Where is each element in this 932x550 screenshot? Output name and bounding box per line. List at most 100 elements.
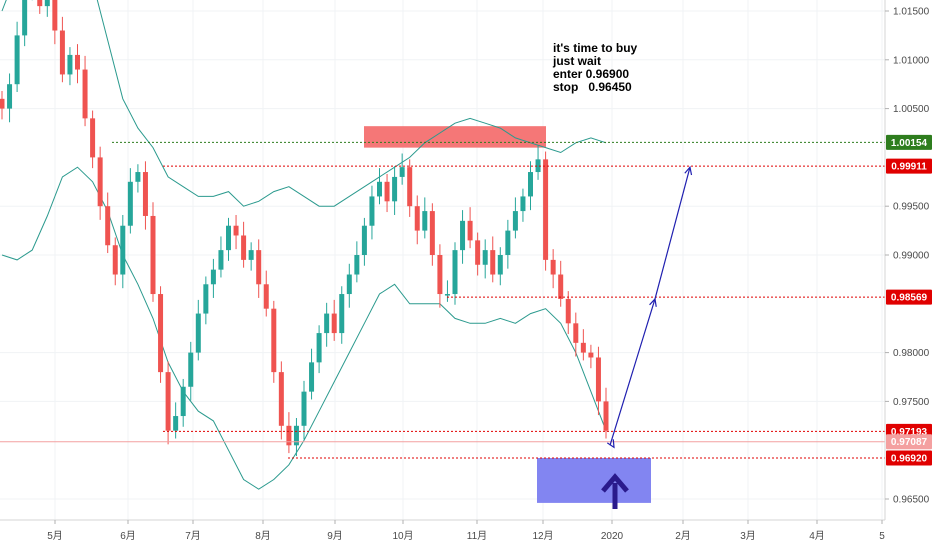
candle-body[interactable] — [120, 225, 126, 275]
candle-body[interactable] — [520, 196, 526, 212]
candle-body[interactable] — [339, 294, 345, 334]
candle-body[interactable] — [7, 84, 13, 109]
candle-body[interactable] — [59, 30, 65, 75]
candle-body[interactable] — [75, 54, 80, 70]
candle-body[interactable] — [112, 245, 118, 275]
candle-body[interactable] — [226, 225, 231, 251]
candle-body[interactable] — [158, 294, 164, 373]
candle-body[interactable] — [97, 157, 103, 207]
candle-body[interactable] — [535, 159, 541, 173]
candle-body[interactable] — [271, 308, 277, 373]
time-tick-label: 2020 — [601, 531, 624, 542]
candle-body[interactable] — [512, 211, 518, 231]
candle-body[interactable] — [384, 181, 390, 202]
price-tag-box — [886, 434, 932, 450]
candle-body[interactable] — [90, 118, 96, 158]
candle-body[interactable] — [286, 425, 292, 446]
candle-body[interactable] — [422, 211, 428, 231]
price-tick-label: 0.97500 — [893, 397, 930, 408]
candle-body[interactable] — [0, 98, 5, 109]
candle-body[interactable] — [490, 250, 496, 275]
candle-body[interactable] — [399, 167, 405, 177]
candle-body[interactable] — [346, 274, 352, 295]
candle-body[interactable] — [142, 172, 148, 216]
candle-body[interactable] — [233, 225, 239, 236]
candle-body[interactable] — [256, 250, 262, 285]
candle-body[interactable] — [407, 167, 413, 207]
candle-body[interactable] — [44, 0, 50, 7]
candle-body[interactable] — [437, 255, 443, 295]
candle-body[interactable] — [218, 250, 224, 270]
candle-body[interactable] — [444, 294, 450, 296]
candle-body[interactable] — [565, 298, 571, 324]
candle-body[interactable] — [497, 255, 503, 275]
candle-body[interactable] — [67, 54, 73, 75]
trade-annotation: it's time to buy just wait enter 0.96900… — [553, 42, 637, 94]
candle-body[interactable] — [429, 211, 435, 255]
price-tag-label: 0.98569 — [891, 293, 928, 304]
candle-body[interactable] — [588, 352, 594, 358]
candle-body[interactable] — [127, 181, 133, 226]
candle-body[interactable] — [263, 284, 269, 309]
price-tick-label: 0.99500 — [893, 202, 930, 213]
candle-body[interactable] — [475, 240, 481, 265]
candle-body[interactable] — [105, 206, 111, 246]
time-tick-label: 11月 — [467, 530, 487, 542]
candle-body[interactable] — [301, 391, 307, 426]
candle-body[interactable] — [180, 386, 186, 417]
candle-body[interactable] — [528, 172, 533, 197]
candle-body[interactable] — [392, 176, 398, 202]
candle-body[interactable] — [550, 259, 556, 275]
candle-body[interactable] — [82, 69, 88, 119]
price-tick-label: 0.98000 — [893, 348, 930, 359]
projection-arrowhead — [684, 165, 693, 176]
candle-body[interactable] — [150, 215, 156, 295]
candle-body[interactable] — [37, 0, 43, 7]
candle-body[interactable] — [331, 313, 337, 334]
price-axis[interactable]: 1.01500 1.01000 1.00500 0.99500 0.99000 0.980… — [885, 7, 930, 506]
candle-body[interactable] — [278, 372, 284, 426]
candle-body[interactable] — [369, 196, 375, 226]
candle-body[interactable] — [309, 362, 315, 392]
candle-body[interactable] — [188, 352, 194, 387]
time-tick-label: 10月 — [392, 530, 413, 542]
candle-body[interactable] — [580, 342, 586, 353]
candle-body[interactable] — [377, 181, 382, 197]
candle-body[interactable] — [293, 425, 299, 446]
candle-body[interactable] — [595, 357, 601, 402]
candle-body[interactable] — [324, 313, 330, 334]
time-tick-label: 12月 — [532, 530, 553, 542]
candle-body[interactable] — [135, 172, 141, 182]
candle-body[interactable] — [460, 220, 466, 251]
candle-body[interactable] — [361, 225, 367, 255]
candle-body[interactable] — [165, 372, 171, 431]
candle-body[interactable] — [316, 333, 322, 363]
candle-body[interactable] — [14, 35, 20, 85]
candle-body[interactable] — [354, 255, 360, 275]
candle-body[interactable] — [573, 323, 579, 343]
candle-body[interactable] — [543, 159, 549, 260]
candle-body[interactable] — [173, 416, 179, 431]
candle-body[interactable] — [414, 206, 420, 231]
time-tick-label: 3月 — [740, 530, 756, 542]
price-tick-label: 0.96500 — [893, 495, 930, 506]
candle-body[interactable] — [558, 274, 564, 299]
candle-body[interactable] — [203, 284, 209, 314]
candle-body[interactable] — [22, 0, 28, 36]
candle-body[interactable] — [52, 0, 58, 31]
candle-body[interactable] — [467, 220, 473, 241]
candle-body[interactable] — [505, 230, 511, 255]
lower-band-line — [1, 166, 607, 490]
candle-body[interactable] — [195, 313, 201, 353]
time-tick-label: 6月 — [120, 530, 136, 542]
candle-body[interactable] — [482, 250, 488, 265]
time-axis[interactable]: 5月 6月 7月 8月 9月 10月 11月 12月 2020 2月 3月 4月 5 — [47, 520, 885, 542]
candles[interactable] — [0, 0, 609, 457]
candle-body[interactable] — [241, 235, 247, 260]
candle-body[interactable] — [603, 401, 609, 431]
candle-body[interactable] — [210, 269, 216, 285]
candle-body[interactable] — [248, 250, 254, 260]
candle-body[interactable] — [452, 250, 458, 295]
